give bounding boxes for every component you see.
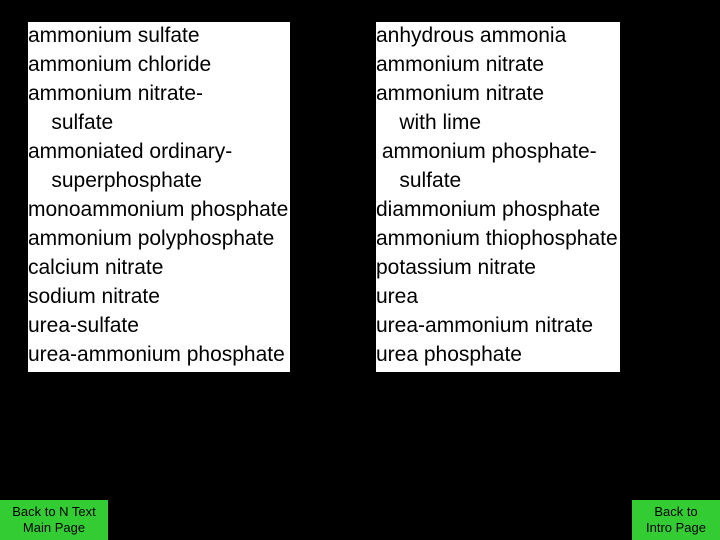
back-intro-button[interactable]: Back to Intro Page bbox=[632, 500, 720, 540]
list-item: urea bbox=[376, 283, 618, 312]
button-label-line: Intro Page bbox=[638, 520, 714, 536]
list-item: ammoniated ordinary- bbox=[28, 138, 288, 167]
list-item: sulfate bbox=[376, 167, 618, 196]
list-item: sodium nitrate bbox=[28, 283, 288, 312]
right-column: anhydrous ammonia ammonium nitrate ammon… bbox=[376, 22, 686, 372]
list-item: sulfate bbox=[28, 109, 288, 138]
list-item: ammonium phosphate- bbox=[376, 138, 618, 167]
list-item: potassium nitrate bbox=[376, 254, 618, 283]
list-item: ammonium thiophosphate bbox=[376, 225, 618, 254]
list-item: with lime bbox=[376, 109, 618, 138]
list-item: urea phosphate bbox=[376, 341, 618, 370]
list-item: ammonium nitrate bbox=[376, 51, 618, 80]
list-item: superphosphate bbox=[28, 167, 288, 196]
left-column-text: ammonium sulfate ammonium chloride ammon… bbox=[28, 22, 290, 372]
list-item: ammonium sulfate bbox=[28, 22, 288, 51]
list-item: ammonium nitrate bbox=[376, 80, 618, 109]
right-column-text: anhydrous ammonia ammonium nitrate ammon… bbox=[376, 22, 620, 372]
back-n-text-button[interactable]: Back to N Text Main Page bbox=[0, 500, 108, 540]
list-item: calcium nitrate bbox=[28, 254, 288, 283]
button-label-line: Back to N Text bbox=[6, 504, 102, 520]
left-column: ammonium sulfate ammonium chloride ammon… bbox=[28, 22, 348, 372]
list-item: ammonium polyphosphate bbox=[28, 225, 288, 254]
list-item: urea-ammonium nitrate bbox=[376, 312, 618, 341]
list-item: monoammonium phosphate bbox=[28, 196, 288, 225]
list-item: diammonium phosphate bbox=[376, 196, 618, 225]
list-item: ammonium nitrate- bbox=[28, 80, 288, 109]
button-label-line: Back to bbox=[638, 504, 714, 520]
content-area: ammonium sulfate ammonium chloride ammon… bbox=[28, 22, 696, 372]
list-item: urea-sulfate bbox=[28, 312, 288, 341]
list-item: anhydrous ammonia bbox=[376, 22, 618, 51]
list-item: ammonium chloride bbox=[28, 51, 288, 80]
list-item: urea-ammonium phosphate bbox=[28, 341, 288, 370]
button-label-line: Main Page bbox=[6, 520, 102, 536]
